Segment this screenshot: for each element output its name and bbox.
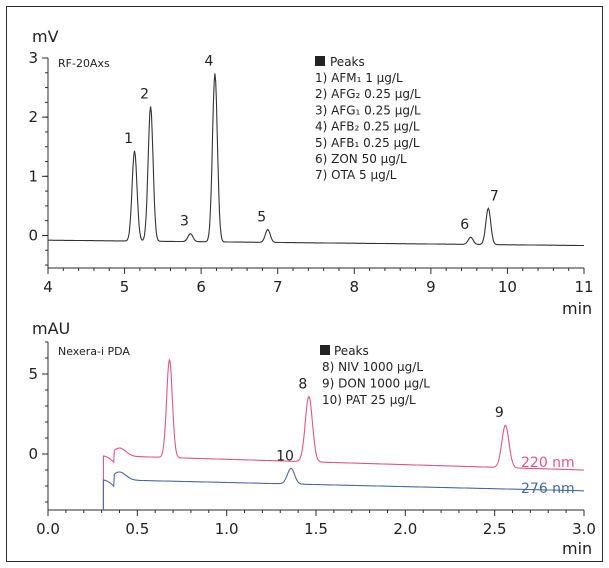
x-tick-label: 1.0 <box>215 520 239 538</box>
bottom-legend-title: Peaks <box>334 344 369 358</box>
legend-entry: 4) AFB₂ 0.25 µg/L <box>315 120 420 134</box>
peak-label-8: 8 <box>298 376 307 392</box>
top-x-unit: min <box>562 299 592 318</box>
legend-entry: 10) PAT 25 µg/L <box>322 393 416 407</box>
figure-frame <box>6 6 603 562</box>
peak-label-5: 5 <box>257 210 266 226</box>
legend-entry: 1) AFM₁ 1 µg/L <box>315 71 403 85</box>
y-tick-label: 0 <box>28 445 38 463</box>
x-tick-label: 3.0 <box>572 520 596 538</box>
legend-entry: 9) DON 1000 µg/L <box>322 377 430 391</box>
x-tick-label: 5 <box>120 278 130 296</box>
bottom-panel: mAU Nexera-i PDA Peaks 8) NIV 1000 µg/L 9… <box>28 319 595 558</box>
bottom-legend-marker <box>320 345 330 355</box>
top-legend: 1) AFM₁ 1 µg/L 2) AFG₂ 0.25 µg/L 3) AFG₁ 0… <box>315 71 421 182</box>
x-tick-label: 2.0 <box>393 520 417 538</box>
top-panel: mV RF-20Axs Peaks 1) AFM₁ 1 µg/L 2) AFG₂ … <box>28 27 593 318</box>
y-tick-label: 3 <box>28 49 38 67</box>
x-tick-label: 2.5 <box>483 520 507 538</box>
peak-label-2: 2 <box>140 87 149 103</box>
series-276-label: 276 nm <box>521 481 575 497</box>
peak-label-7: 7 <box>490 188 499 204</box>
fluorescence-trace <box>48 73 584 247</box>
peak-label-6: 6 <box>460 217 469 233</box>
peak-label-10: 10 <box>276 448 294 464</box>
x-tick-label: 4 <box>43 278 53 296</box>
legend-entry: 6) ZON 50 µg/L <box>315 152 407 166</box>
top-y-unit: mV <box>32 27 59 46</box>
legend-entry: 3) AFG₁ 0.25 µg/L <box>315 103 421 117</box>
x-tick-label: 8 <box>350 278 360 296</box>
x-tick-label: 9 <box>426 278 436 296</box>
legend-entry: 5) AFB₁ 0.25 µg/L <box>315 136 420 150</box>
bottom-detector-label: Nexera-i PDA <box>58 345 130 358</box>
trace-276-nm <box>102 467 584 510</box>
series-220-label: 220 nm <box>521 455 575 471</box>
trace-220-nm <box>102 358 584 510</box>
top-detector-label: RF-20Axs <box>58 57 110 70</box>
bottom-y-unit: mAU <box>32 319 70 338</box>
legend-entry: 2) AFG₂ 0.25 µg/L <box>315 87 421 101</box>
bottom-x-unit: min <box>562 539 592 558</box>
bottom-legend: 8) NIV 1000 µg/L 9) DON 1000 µg/L 10) PAT … <box>322 360 430 407</box>
legend-entry: 8) NIV 1000 µg/L <box>322 360 423 374</box>
x-tick-label: 0.5 <box>125 520 149 538</box>
peak-label-4: 4 <box>204 53 213 69</box>
y-tick-label: 5 <box>28 365 38 383</box>
top-trace: 1 2 3 4 5 6 7 <box>48 53 584 247</box>
x-tick-label: 1.5 <box>304 520 328 538</box>
y-tick-label: 2 <box>28 108 38 126</box>
peak-label-3: 3 <box>180 214 189 230</box>
x-tick-label: 11 <box>574 278 593 296</box>
x-tick-label: 10 <box>498 278 517 296</box>
legend-entry: 7) OTA 5 µg/L <box>315 168 397 182</box>
top-legend-title: Peaks <box>330 55 365 69</box>
y-tick-label: 1 <box>28 167 38 185</box>
y-tick-label: 0 <box>28 226 38 244</box>
peak-label-9: 9 <box>495 405 504 421</box>
bottom-traces: 8 9 10 <box>102 358 584 510</box>
bottom-axes: 0.0 0.5 1.0 1.5 2.0 2.5 3.0 0 5 <box>28 341 596 538</box>
x-tick-label: 7 <box>273 278 283 296</box>
top-legend-marker <box>315 56 325 66</box>
x-tick-label: 6 <box>196 278 206 296</box>
x-tick-label: 0.0 <box>36 520 60 538</box>
peak-label-1: 1 <box>124 131 133 147</box>
top-axes: 4 5 6 7 8 9 10 11 0 1 2 3 <box>28 49 593 296</box>
